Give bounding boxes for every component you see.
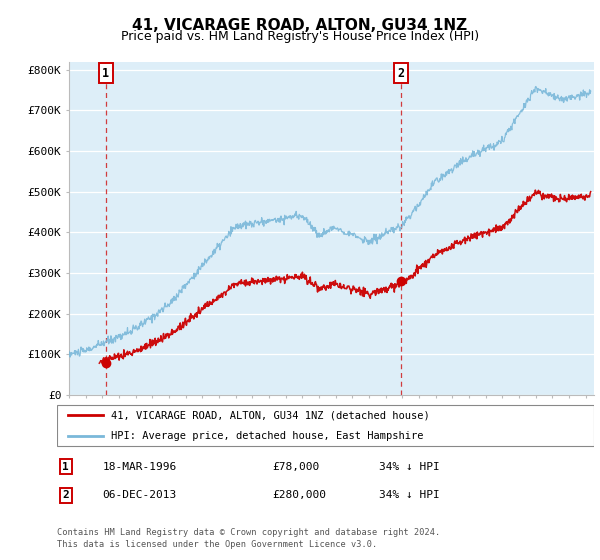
Text: £280,000: £280,000 — [272, 490, 326, 500]
Text: This data is licensed under the Open Government Licence v3.0.: This data is licensed under the Open Gov… — [57, 540, 377, 549]
Text: HPI: Average price, detached house, East Hampshire: HPI: Average price, detached house, East… — [111, 431, 423, 441]
Text: 06-DEC-2013: 06-DEC-2013 — [103, 490, 177, 500]
Text: 34% ↓ HPI: 34% ↓ HPI — [379, 462, 440, 472]
Text: 2: 2 — [62, 490, 69, 500]
Text: 2: 2 — [397, 67, 404, 80]
Text: 1: 1 — [62, 462, 69, 472]
Text: 34% ↓ HPI: 34% ↓ HPI — [379, 490, 440, 500]
Text: Price paid vs. HM Land Registry's House Price Index (HPI): Price paid vs. HM Land Registry's House … — [121, 30, 479, 43]
Text: 1: 1 — [102, 67, 109, 80]
Text: £78,000: £78,000 — [272, 462, 319, 472]
Text: 41, VICARAGE ROAD, ALTON, GU34 1NZ: 41, VICARAGE ROAD, ALTON, GU34 1NZ — [133, 18, 467, 33]
FancyBboxPatch shape — [57, 405, 594, 446]
Text: 41, VICARAGE ROAD, ALTON, GU34 1NZ (detached house): 41, VICARAGE ROAD, ALTON, GU34 1NZ (deta… — [111, 410, 430, 421]
Text: Contains HM Land Registry data © Crown copyright and database right 2024.: Contains HM Land Registry data © Crown c… — [57, 528, 440, 537]
Text: 18-MAR-1996: 18-MAR-1996 — [103, 462, 177, 472]
